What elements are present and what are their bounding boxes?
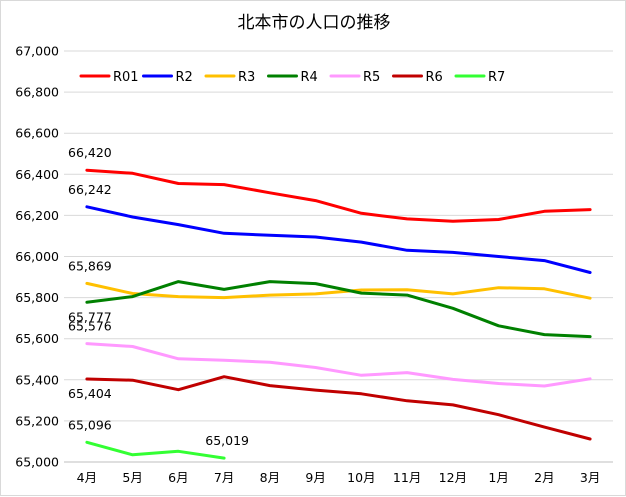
x-tick-label: 5月 [122, 470, 142, 485]
series-lines [85, 168, 592, 460]
legend-label-r5: R5 [363, 70, 380, 85]
x-tick-label: 4月 [77, 470, 97, 485]
x-tick-label: 2月 [534, 470, 554, 485]
series-line-r7 [85, 440, 226, 460]
y-tick-label: 66,400 [15, 167, 59, 182]
x-tick-label: 10月 [347, 470, 375, 485]
x-tick-label: 11月 [393, 470, 421, 485]
x-tick-label: 3月 [580, 470, 600, 485]
series-line-r6 [85, 375, 592, 441]
series-line-r2 [85, 205, 592, 274]
x-axis-tick-labels: 4月 5月 6月 7月 8月 9月 10月 11月 12月 1月 2月 3月 [77, 470, 601, 485]
data-label: 65,019 [205, 433, 249, 448]
x-tick-label: 8月 [260, 470, 280, 485]
data-label: 65,777 [68, 309, 112, 324]
x-tick-label: 1月 [488, 470, 508, 485]
series-line-r5 [85, 342, 592, 388]
chart-title: 北本市の人口の推移 [238, 13, 391, 33]
y-tick-label: 66,000 [15, 249, 59, 264]
legend-label-r2: R2 [176, 70, 193, 85]
y-tick-label: 65,600 [15, 331, 59, 346]
data-label: 66,420 [68, 145, 112, 160]
data-label: 66,242 [68, 182, 112, 197]
legend-label-r01: R01 [113, 70, 139, 85]
legend-label-r7: R7 [488, 70, 505, 85]
y-tick-label: 67,000 [15, 44, 59, 59]
series-line-r01 [85, 168, 592, 223]
x-tick-label: 6月 [168, 470, 188, 485]
data-label: 65,404 [68, 386, 112, 401]
data-label: 65,576 [68, 319, 112, 334]
y-tick-label: 66,800 [15, 85, 59, 100]
y-tick-label: 66,200 [15, 208, 59, 223]
x-tick-label: 7月 [214, 470, 234, 485]
y-tick-label: 65,200 [15, 413, 59, 428]
y-tick-label: 65,400 [15, 372, 59, 387]
legend-label-r4: R4 [301, 70, 318, 85]
legend-label-r6: R6 [426, 70, 443, 85]
gridlines [64, 50, 613, 463]
y-tick-label: 65,800 [15, 290, 59, 305]
y-axis-tick-labels: 65,000 65,200 65,400 65,600 65,800 66,000 66,2… [15, 44, 59, 470]
y-tick-label: 66,600 [15, 126, 59, 141]
legend: R01 R2 R3 R4 R5 R6 R7 [79, 70, 505, 85]
legend-label-r3: R3 [238, 70, 255, 85]
x-tick-label: 12月 [439, 470, 467, 485]
y-tick-label: 65,000 [15, 455, 59, 470]
series-line-r4 [85, 280, 592, 339]
x-tick-label: 9月 [305, 470, 325, 485]
series-line-r3 [85, 281, 592, 300]
data-label: 65,869 [68, 258, 112, 273]
data-label: 65,096 [68, 417, 112, 432]
